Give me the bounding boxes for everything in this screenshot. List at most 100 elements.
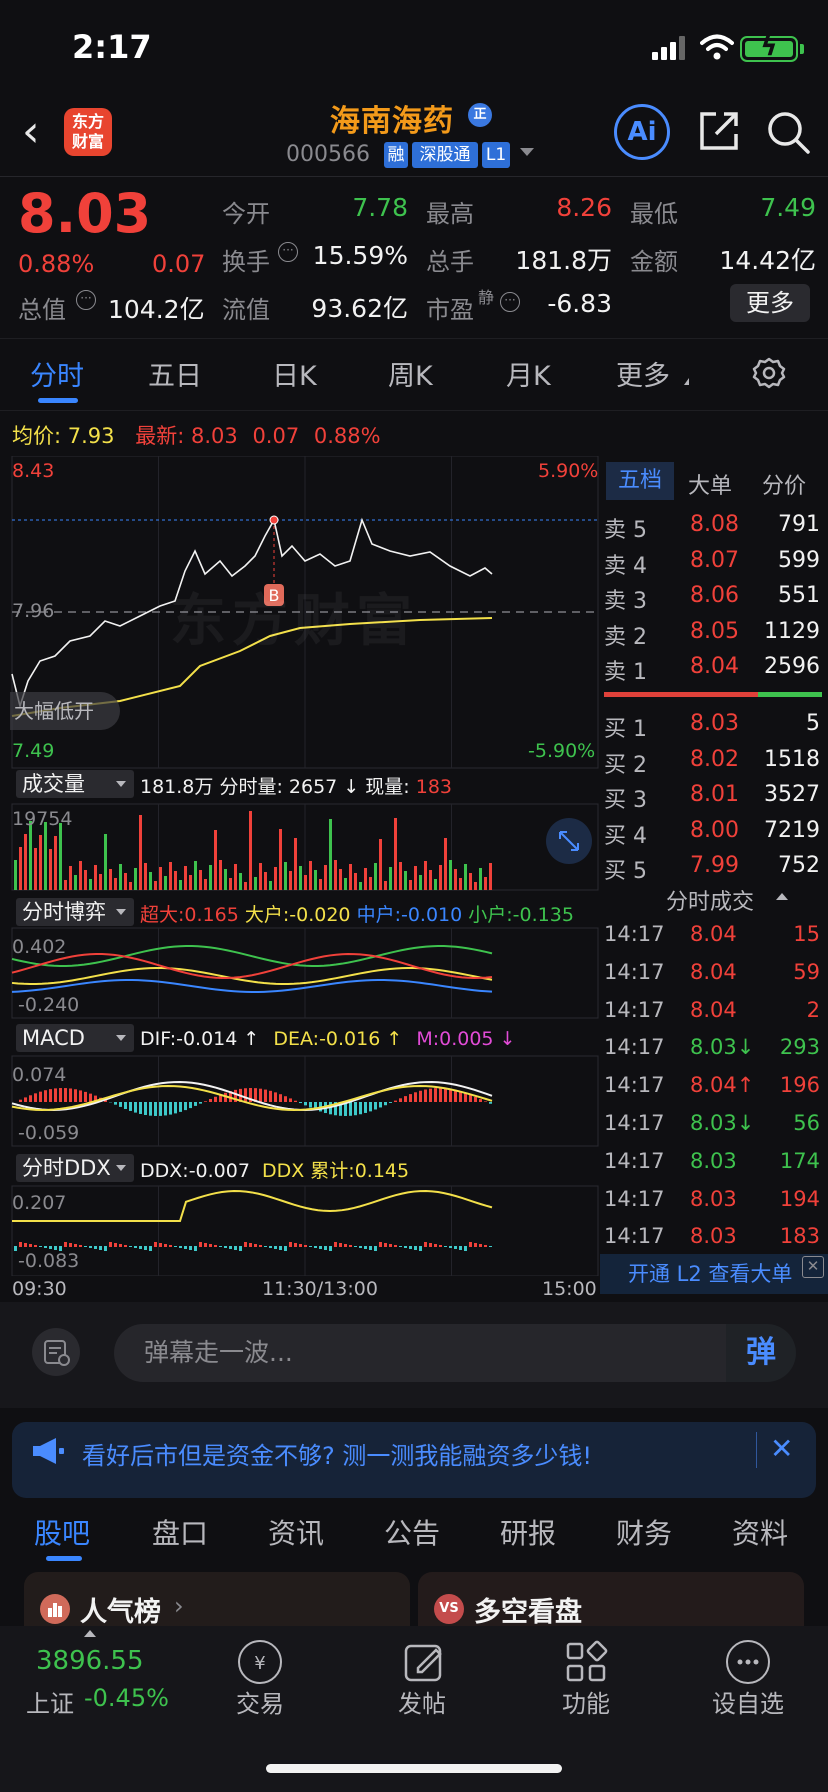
price-line: [11, 517, 493, 709]
tab-announcements[interactable]: 公告: [384, 1517, 441, 1550]
macd-bar: [244, 1088, 247, 1102]
price-axis-mid: 7.96: [12, 600, 55, 622]
trade-volume: 194: [779, 1186, 820, 1211]
volume-bar: [304, 875, 307, 890]
ddx-axis-max: 0.207: [12, 1192, 67, 1214]
info-icon[interactable]: ···: [500, 292, 520, 312]
ai-button[interactable]: Ai: [614, 104, 670, 160]
tab-underline: [46, 1556, 82, 1561]
volume-bar: [209, 865, 212, 890]
yuan-exchange-icon[interactable]: ¥: [238, 1640, 282, 1684]
chevron-up-icon[interactable]: [84, 1630, 96, 1637]
tab-five-day[interactable]: 五日: [148, 361, 202, 392]
avg-label: 均价:: [12, 424, 62, 448]
tab-research[interactable]: 研报: [500, 1517, 557, 1550]
ddx-bar: [234, 1246, 237, 1250]
expand-icon[interactable]: [546, 818, 592, 864]
info-icon[interactable]: ···: [278, 242, 298, 262]
volume-bar: [424, 861, 427, 890]
macd-panel-dropdown[interactable]: MACD: [16, 1024, 134, 1052]
tab-monthly-k[interactable]: 月K: [506, 361, 551, 392]
tab-profile[interactable]: 资料: [732, 1517, 789, 1550]
ask-level-price[interactable]: 8.08: [690, 512, 739, 537]
macd-bar: [54, 1088, 57, 1102]
tab-weekly-k[interactable]: 周K: [388, 361, 433, 392]
back-button[interactable]: ‹: [22, 106, 40, 157]
ddx-bar: [364, 1246, 367, 1249]
volume-bar: [89, 879, 92, 890]
share-icon[interactable]: [696, 108, 742, 154]
promo-text[interactable]: 看好后市但是资金不够? 测一测我能融资多少钱!: [82, 1442, 592, 1470]
danmu-send-button[interactable]: 弹: [726, 1324, 796, 1382]
ask-level-price[interactable]: 8.05: [690, 618, 739, 644]
tab-big-orders[interactable]: 大单: [688, 474, 733, 499]
tab-forum[interactable]: 股吧: [34, 1517, 91, 1550]
danmu-settings-icon[interactable]: [32, 1328, 80, 1376]
status-bar: [0, 0, 828, 90]
danmu-input[interactable]: 弹幕走一波...: [114, 1324, 726, 1382]
ask-level-price[interactable]: 8.06: [690, 583, 739, 608]
volume-panel-dropdown[interactable]: 成交量: [16, 770, 134, 798]
volume-bar: [124, 873, 127, 890]
mid-label: 中户:: [356, 904, 401, 926]
ask-level-price[interactable]: 8.07: [690, 547, 739, 573]
index-name[interactable]: 上证: [26, 1690, 74, 1718]
index-change[interactable]: -0.45%: [84, 1684, 169, 1712]
ddx-bar: [434, 1244, 437, 1247]
tab-more[interactable]: 更多: [616, 361, 670, 392]
trade-price: 8.04: [690, 997, 737, 1022]
bid-level-price[interactable]: 8.02: [690, 746, 739, 772]
ddx-panel-dropdown[interactable]: 分时DDX: [16, 1154, 134, 1182]
macd-bar: [44, 1090, 47, 1102]
fund-panel-dropdown[interactable]: 分时博弈: [16, 898, 134, 926]
bid-level-price[interactable]: 8.01: [690, 782, 739, 807]
tab-news[interactable]: 资讯: [268, 1517, 325, 1550]
low-value: 7.49: [760, 193, 816, 222]
ask-level-volume: 599: [778, 547, 820, 573]
macd-bar: [164, 1102, 167, 1116]
tab-daily-k[interactable]: 日K: [272, 361, 317, 392]
volume-value: 181.8万: [515, 246, 612, 275]
ask-level-price[interactable]: 8.04: [690, 654, 739, 679]
trades-header[interactable]: 分时成交: [666, 890, 755, 915]
ask-level-label: 卖 4: [604, 553, 647, 579]
gear-icon[interactable]: [752, 356, 786, 390]
big-label: 大户:: [244, 904, 290, 926]
index-value[interactable]: 3896.55: [36, 1646, 144, 1676]
volume-bar: [314, 870, 317, 890]
tab-market-depth[interactable]: 盘口: [152, 1517, 209, 1550]
close-icon[interactable]: ✕: [770, 1432, 794, 1465]
volume-bar: [414, 866, 417, 890]
more-dots-icon[interactable]: [726, 1640, 770, 1684]
chevron-down-icon[interactable]: [520, 148, 534, 156]
intraday-chart[interactable]: B: [0, 456, 600, 1276]
volume-bar: [364, 868, 367, 890]
tab-financials[interactable]: 财务: [616, 1517, 673, 1550]
bid-level-price[interactable]: 8.03: [690, 711, 739, 736]
ddx-bar: [459, 1246, 462, 1250]
bid-level-price[interactable]: 7.99: [690, 853, 739, 878]
volume-total: 181.8万: [140, 776, 214, 798]
edit-icon[interactable]: [402, 1640, 446, 1684]
info-icon[interactable]: ···: [76, 290, 96, 310]
nav-watchlist-label[interactable]: 设自选: [712, 1690, 784, 1718]
tab-price-dist[interactable]: 分价: [762, 474, 807, 499]
l2-upgrade-banner[interactable]: 开通 L2 查看大单: [600, 1254, 828, 1294]
grid-icon[interactable]: [564, 1640, 608, 1684]
trade-price: 8.03: [690, 1148, 737, 1173]
nav-post-label[interactable]: 发帖: [398, 1690, 446, 1718]
search-icon[interactable]: [764, 108, 812, 156]
volume-bar: [19, 847, 22, 890]
tab-five-levels[interactable]: 五档: [606, 462, 674, 500]
versus-icon: VS: [434, 1594, 464, 1624]
bid-level-price[interactable]: 8.00: [690, 817, 739, 843]
nav-functions-label[interactable]: 功能: [562, 1690, 610, 1718]
more-button[interactable]: 更多: [730, 284, 810, 322]
close-icon[interactable]: ✕: [802, 1256, 824, 1278]
promo-banner[interactable]: [12, 1422, 816, 1498]
tab-intraday[interactable]: 分时: [30, 361, 84, 392]
chevron-up-icon[interactable]: [776, 893, 788, 900]
macd-bar: [374, 1102, 377, 1110]
nav-trade-label[interactable]: 交易: [236, 1690, 284, 1718]
ddx-bar: [59, 1246, 62, 1251]
